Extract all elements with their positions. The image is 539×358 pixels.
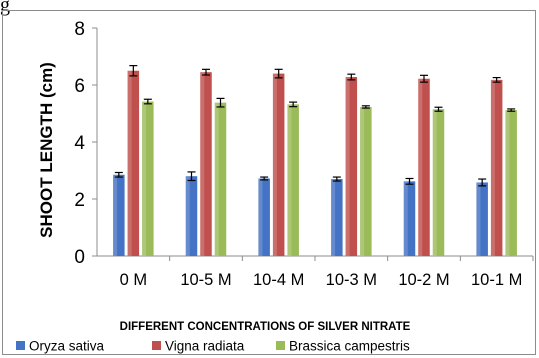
figure-caption-fragment: g <box>0 0 10 16</box>
y-tick-label: 4 <box>74 133 85 154</box>
legend-swatch <box>276 341 285 350</box>
x-tick-label: 10-2 M <box>398 271 449 289</box>
bar <box>505 110 517 256</box>
y-tick-label: 2 <box>74 190 85 211</box>
bar <box>272 73 285 256</box>
bar <box>287 104 299 256</box>
legend-item: Oryza sativa <box>16 339 105 354</box>
bar <box>258 178 270 256</box>
legend: Oryza sativa Vigna radiata Brassica campes… <box>16 339 410 354</box>
legend-item: Brassica campestris <box>276 339 410 354</box>
bar <box>418 78 430 256</box>
bar-highlight <box>127 70 132 256</box>
bar-highlight <box>142 101 147 256</box>
bar-highlight <box>258 178 263 256</box>
x-tick-label: 10-3 M <box>326 271 377 289</box>
y-axis-label: SHOOT LENGTH (cm) <box>37 62 56 238</box>
bar-highlight <box>360 106 365 256</box>
bar <box>185 176 198 256</box>
x-tick-label: 0 M <box>120 271 148 289</box>
bar-highlight <box>200 72 205 256</box>
bar-highlight <box>331 179 336 256</box>
y-tick-label: 8 <box>74 19 85 40</box>
bar-highlight <box>287 104 292 256</box>
chart-frame <box>2 10 536 355</box>
legend-label: Brassica campestris <box>289 339 410 354</box>
legend-label: Oryza sativa <box>29 339 105 354</box>
bar <box>331 179 343 256</box>
x-axis-label: DIFFERENT CONCENTRATIONS OF SILVER NITRA… <box>120 321 411 333</box>
bar-highlight <box>432 109 437 256</box>
legend-swatch <box>16 341 25 350</box>
bar <box>345 77 358 257</box>
axes: 0 2 4 6 8 0 M 10-5 M 10-4 M 10-3 M 10-2 M 10-1 M <box>74 19 534 289</box>
bar <box>200 72 212 256</box>
bar <box>403 181 416 256</box>
x-tick-label: 10-4 M <box>253 271 304 289</box>
bar-highlight <box>345 77 350 257</box>
bar-highlight <box>476 182 481 256</box>
bar-highlight <box>214 102 219 256</box>
bar <box>113 174 125 256</box>
y-tick-label: 0 <box>74 247 85 268</box>
bar-highlight <box>418 78 423 256</box>
bar-highlight <box>505 110 510 256</box>
bar-highlight <box>113 174 118 256</box>
bar-highlight <box>403 181 408 256</box>
bar <box>360 106 372 256</box>
bar <box>142 101 154 256</box>
bar <box>490 79 503 257</box>
x-tick-label: 10-5 M <box>180 271 231 289</box>
y-tick-label: 6 <box>74 76 85 97</box>
labels: SHOOT LENGTH (cm) DIFFERENT CONCENTRATIO… <box>37 62 411 333</box>
bar-highlight <box>185 176 190 256</box>
bar-highlight <box>272 73 277 256</box>
x-tick-label: 10-1 M <box>471 271 522 289</box>
bar <box>432 109 445 256</box>
legend-item: Vigna radiata <box>152 339 245 354</box>
bars <box>113 65 517 257</box>
bar <box>127 70 140 256</box>
legend-swatch <box>152 341 161 350</box>
bar <box>214 102 227 256</box>
legend-label: Vigna radiata <box>165 339 245 354</box>
bar <box>476 182 488 256</box>
bar-highlight <box>490 79 495 257</box>
